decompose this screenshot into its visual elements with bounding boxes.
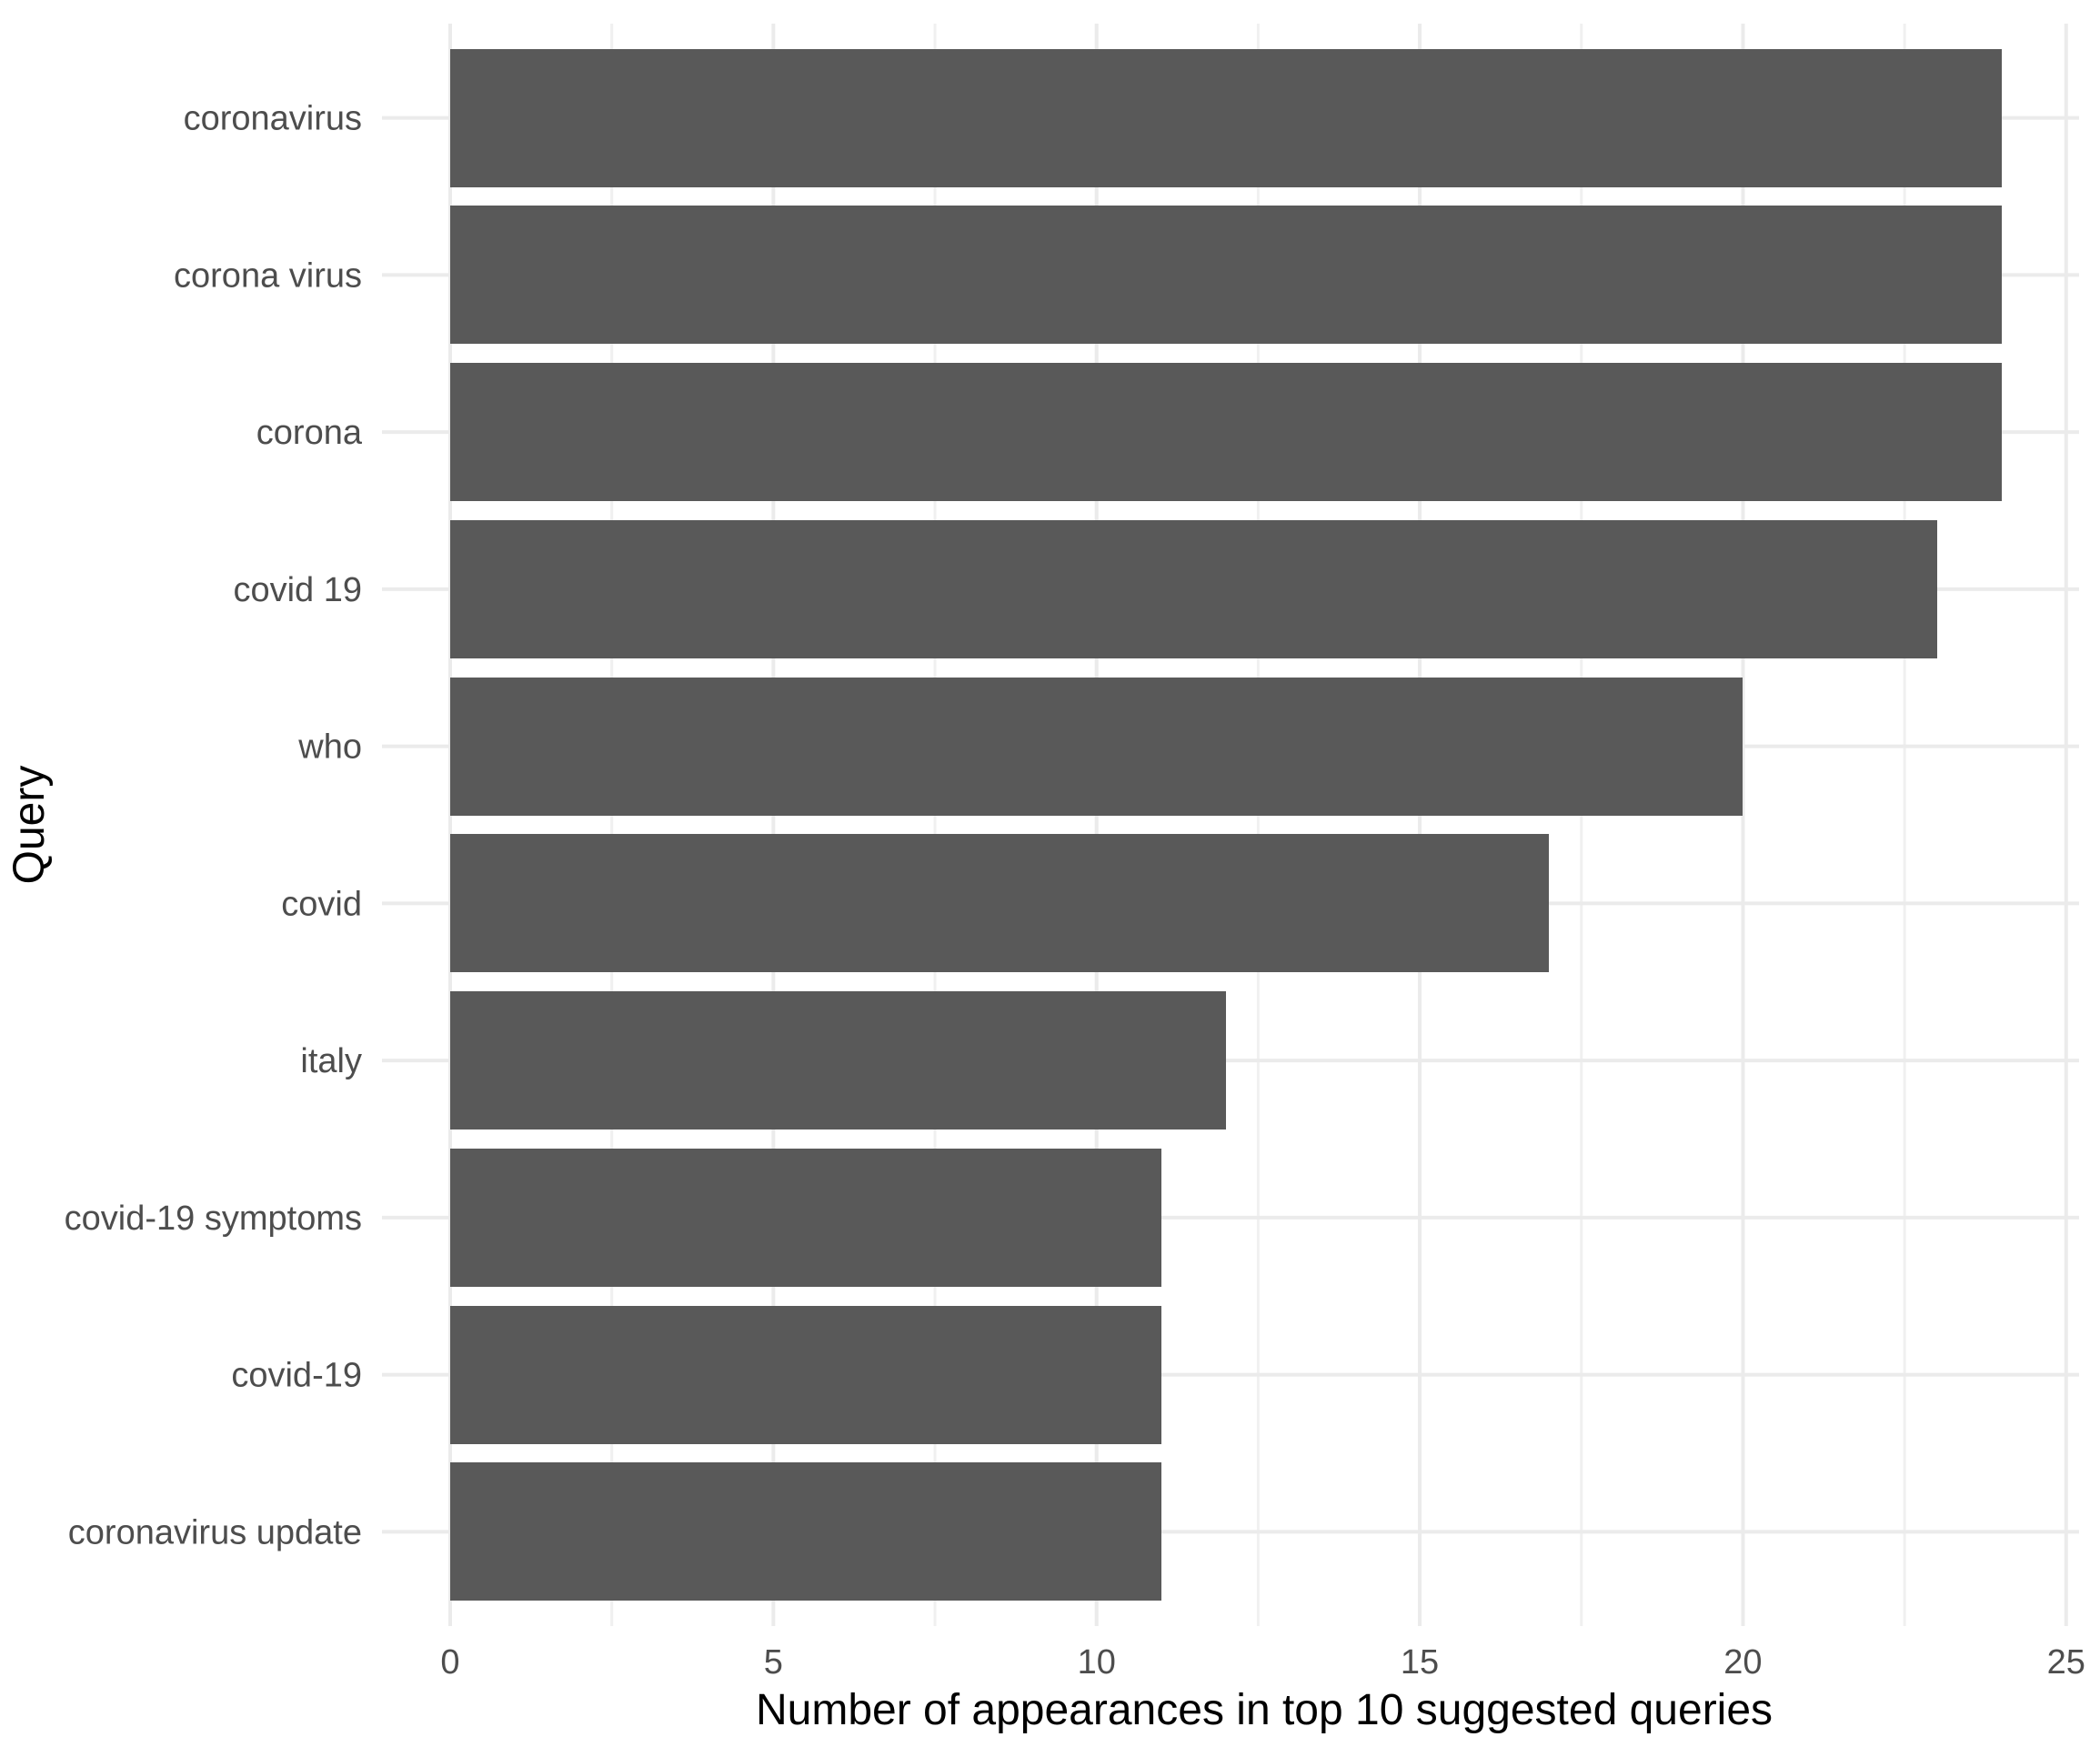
x-tick-label: 20 — [1723, 1643, 1762, 1682]
x-tick-label: 25 — [2047, 1643, 2085, 1682]
y-tick-label: covid-19 symptoms — [65, 1200, 362, 1238]
bar — [450, 834, 1549, 972]
y-tick-label: covid — [281, 885, 362, 923]
y-tick-label: coronavirus update — [68, 1513, 362, 1551]
y-tick-label: italy — [300, 1042, 362, 1080]
bar-series — [450, 49, 2002, 1601]
bar — [450, 678, 1743, 816]
x-tick-label: 5 — [764, 1643, 783, 1682]
bar — [450, 206, 2002, 344]
bar — [450, 1149, 1161, 1287]
y-tick-label: coronavirus — [184, 100, 362, 138]
bar — [450, 363, 2002, 501]
y-axis-tick-labels: coronavirus corona virus corona covid 19 who… — [65, 100, 363, 1552]
y-tick-label: corona virus — [174, 256, 362, 295]
x-tick-label: 10 — [1078, 1643, 1116, 1682]
y-axis-title: Query — [5, 766, 54, 885]
y-tick-label: corona — [256, 414, 363, 452]
y-tick-label: covid 19 — [233, 571, 362, 609]
x-tick-label: 15 — [1401, 1643, 1439, 1682]
y-tick-label: covid-19 — [231, 1357, 362, 1395]
bar — [450, 1306, 1161, 1444]
x-axis-tick-labels: 0 5 10 15 20 25 — [440, 1643, 2085, 1682]
bar — [450, 1462, 1161, 1601]
bar — [450, 991, 1226, 1130]
x-axis-title: Number of appearances in top 10 suggeste… — [756, 1686, 1773, 1734]
y-tick-label: who — [297, 728, 362, 767]
bar — [450, 49, 2002, 187]
bar — [450, 520, 1937, 658]
y-axis-ticks — [382, 115, 450, 1534]
x-tick-label: 0 — [440, 1643, 459, 1682]
